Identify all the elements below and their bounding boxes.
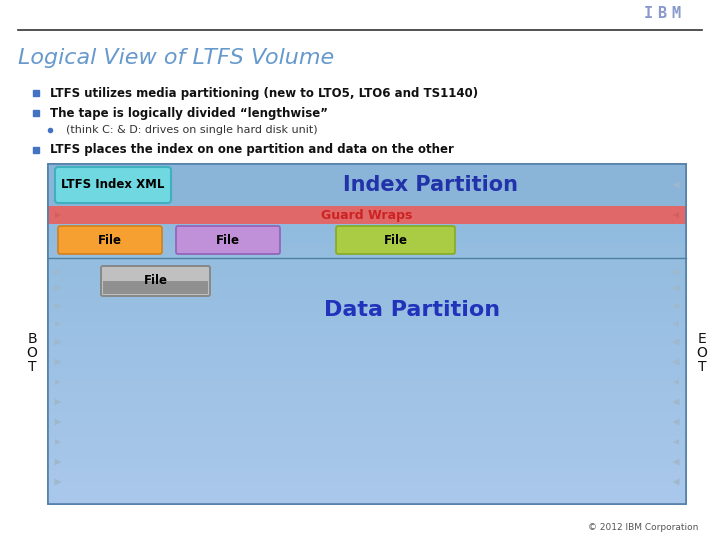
Text: LTFS Index XML: LTFS Index XML: [61, 179, 165, 192]
Polygon shape: [55, 268, 61, 275]
Text: Guard Wraps: Guard Wraps: [321, 208, 413, 221]
Polygon shape: [55, 379, 61, 385]
Polygon shape: [673, 212, 679, 218]
FancyBboxPatch shape: [58, 226, 162, 254]
FancyBboxPatch shape: [48, 164, 686, 504]
FancyBboxPatch shape: [336, 226, 455, 254]
Text: B: B: [657, 6, 667, 22]
Polygon shape: [55, 458, 61, 465]
Polygon shape: [672, 359, 680, 366]
Text: O: O: [696, 346, 708, 360]
Text: File: File: [216, 233, 240, 246]
Text: E: E: [698, 332, 706, 346]
Polygon shape: [55, 418, 61, 426]
Text: M: M: [672, 6, 680, 22]
Text: Data Partition: Data Partition: [323, 300, 500, 320]
FancyBboxPatch shape: [103, 281, 208, 294]
Text: LTFS places the index on one partition and data on the other: LTFS places the index on one partition a…: [50, 144, 454, 157]
Text: T: T: [28, 360, 36, 374]
Polygon shape: [672, 181, 680, 188]
Polygon shape: [55, 359, 61, 366]
Polygon shape: [55, 212, 61, 218]
FancyBboxPatch shape: [176, 226, 280, 254]
Polygon shape: [672, 268, 680, 275]
Text: I: I: [644, 6, 652, 22]
FancyBboxPatch shape: [101, 266, 210, 296]
Polygon shape: [672, 458, 680, 465]
Polygon shape: [55, 399, 61, 406]
Polygon shape: [55, 439, 61, 445]
Polygon shape: [55, 339, 61, 346]
Text: File: File: [384, 233, 408, 246]
Polygon shape: [672, 339, 680, 346]
Polygon shape: [672, 478, 680, 485]
FancyBboxPatch shape: [55, 167, 171, 203]
Polygon shape: [55, 478, 61, 485]
Text: The tape is logically divided “lengthwise”: The tape is logically divided “lengthwis…: [50, 106, 328, 119]
Polygon shape: [672, 285, 680, 292]
Text: LTFS utilizes media partitioning (new to LTO5, LTO6 and TS1140): LTFS utilizes media partitioning (new to…: [50, 86, 478, 99]
Polygon shape: [673, 321, 679, 327]
Text: Index Partition: Index Partition: [343, 175, 518, 195]
Polygon shape: [672, 302, 680, 309]
Polygon shape: [55, 321, 61, 327]
Polygon shape: [673, 379, 679, 385]
Polygon shape: [55, 181, 61, 188]
Polygon shape: [672, 418, 680, 426]
Text: File: File: [143, 274, 168, 287]
FancyBboxPatch shape: [48, 206, 686, 224]
Text: B: B: [27, 332, 37, 346]
Polygon shape: [673, 439, 679, 445]
Text: Logical View of LTFS Volume: Logical View of LTFS Volume: [18, 48, 334, 68]
Polygon shape: [55, 285, 61, 292]
FancyBboxPatch shape: [48, 164, 686, 206]
Polygon shape: [672, 399, 680, 406]
Text: T: T: [698, 360, 706, 374]
Text: (think C: & D: drives on single hard disk unit): (think C: & D: drives on single hard dis…: [66, 125, 318, 135]
Text: O: O: [27, 346, 37, 360]
Text: © 2012 IBM Corporation: © 2012 IBM Corporation: [588, 523, 698, 532]
Text: File: File: [98, 233, 122, 246]
Polygon shape: [55, 302, 61, 309]
